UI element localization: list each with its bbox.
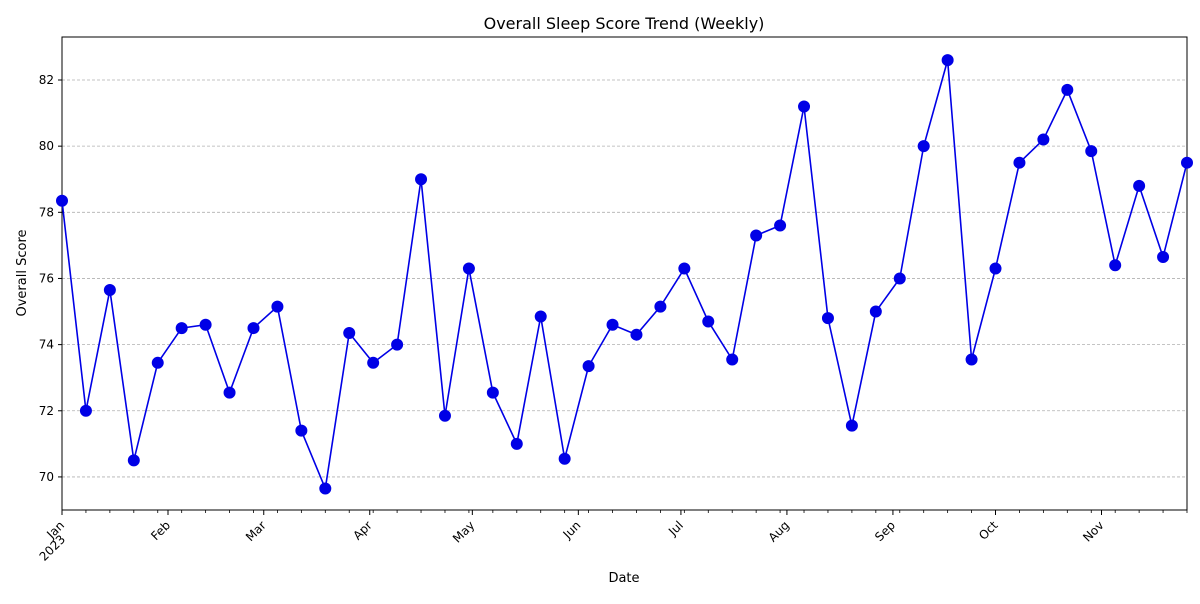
- data-point: [869, 305, 882, 318]
- data-point: [1013, 156, 1026, 169]
- data-point: [774, 219, 787, 232]
- data-point: [965, 353, 978, 366]
- y-tick-label: 76: [39, 271, 54, 285]
- data-point: [845, 419, 858, 432]
- data-point: [750, 229, 763, 242]
- data-point: [582, 360, 595, 373]
- data-point: [893, 272, 906, 285]
- data-point: [175, 322, 188, 335]
- data-point: [558, 452, 571, 465]
- data-point: [941, 54, 954, 67]
- y-tick-label: 74: [39, 338, 54, 352]
- data-point: [391, 338, 404, 351]
- data-point: [151, 356, 164, 369]
- y-tick-label: 82: [39, 73, 54, 87]
- data-point: [415, 173, 428, 186]
- data-point: [247, 322, 260, 335]
- data-point: [630, 328, 643, 341]
- data-point: [486, 386, 499, 399]
- data-point: [1109, 259, 1122, 272]
- y-tick-label: 78: [39, 205, 54, 219]
- data-point: [1181, 156, 1193, 169]
- data-point: [319, 482, 332, 495]
- data-point: [103, 284, 116, 297]
- data-point: [343, 327, 356, 340]
- data-point: [534, 310, 547, 323]
- y-axis-label: Overall Score: [15, 229, 30, 316]
- data-point: [917, 140, 930, 153]
- x-axis-label: Date: [608, 571, 639, 586]
- data-point: [1061, 83, 1074, 96]
- data-point: [678, 262, 691, 275]
- data-point: [438, 409, 451, 422]
- data-point: [295, 424, 308, 437]
- data-point: [79, 404, 92, 417]
- data-point: [1157, 250, 1170, 263]
- data-point: [367, 356, 380, 369]
- data-point: [1037, 133, 1050, 146]
- data-point: [223, 386, 236, 399]
- data-point: [271, 300, 284, 313]
- data-point: [821, 312, 834, 325]
- data-point: [127, 454, 140, 467]
- y-tick-label: 80: [39, 139, 54, 153]
- data-point: [1085, 145, 1098, 158]
- data-point: [199, 318, 212, 331]
- data-point: [56, 194, 68, 207]
- data-point: [726, 353, 739, 366]
- y-tick-label: 70: [39, 470, 54, 484]
- series-layer: [56, 54, 1193, 495]
- data-point: [462, 262, 475, 275]
- plot-frame: [61, 36, 1188, 511]
- series-line: [61, 59, 1188, 492]
- data-point: [989, 262, 1002, 275]
- y-tick-label: 72: [39, 404, 54, 418]
- grid-lines: [62, 79, 1187, 478]
- data-point: [798, 100, 811, 113]
- data-point: [510, 437, 523, 450]
- data-point: [606, 318, 619, 331]
- data-point: [1133, 179, 1146, 192]
- chart-title: Overall Sleep Score Trend (Weekly): [484, 14, 765, 33]
- data-point: [654, 300, 667, 313]
- data-point: [702, 315, 715, 328]
